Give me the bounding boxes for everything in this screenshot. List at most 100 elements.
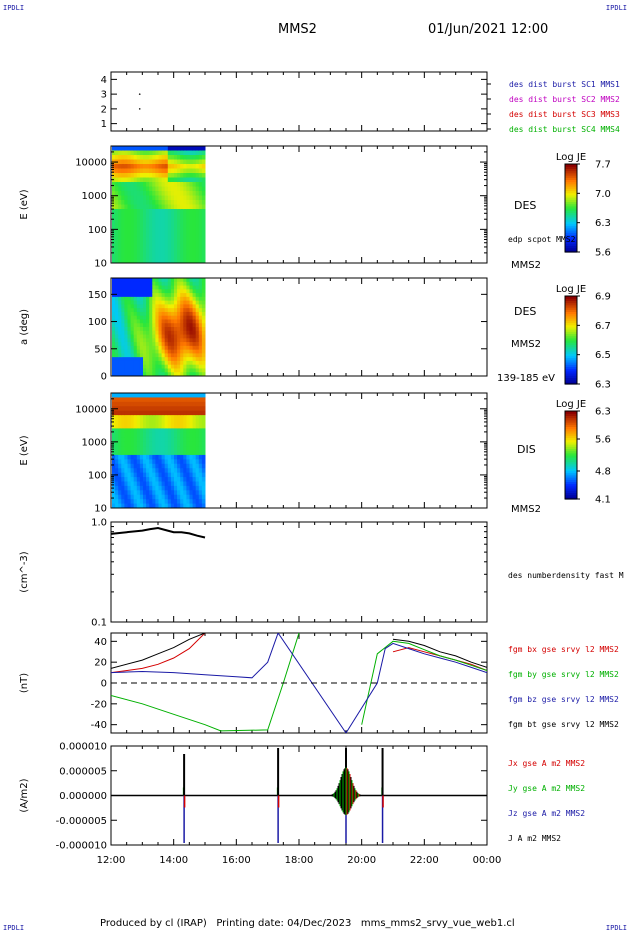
heatmap-cell xyxy=(146,330,150,336)
heatmap-cell xyxy=(167,249,172,255)
heatmap-cell xyxy=(149,494,153,500)
heatmap-cell xyxy=(183,372,187,377)
heatmap-cell xyxy=(155,245,159,250)
heatmap-cell xyxy=(186,468,190,474)
heatmap-cell xyxy=(161,446,166,451)
heatmap-cell xyxy=(146,177,150,183)
heatmap-cell xyxy=(195,222,200,228)
heatmap-cell xyxy=(177,490,181,496)
heatmap-cell xyxy=(180,360,184,366)
heatmap-cell xyxy=(180,330,184,336)
heatmap-cell xyxy=(130,245,135,250)
heatmap-cell xyxy=(177,393,181,398)
heatmap-cell xyxy=(198,236,203,241)
heatmap-cell xyxy=(124,209,128,214)
heatmap-cell xyxy=(192,360,197,366)
heatmap-cell xyxy=(118,481,122,487)
heatmap-cell xyxy=(149,213,153,219)
panel-label-des: DES xyxy=(514,305,536,318)
heatmap-cell xyxy=(124,490,128,496)
heatmap-cell xyxy=(139,423,144,429)
heatmap-cell xyxy=(146,357,150,362)
heatmap-cell xyxy=(167,454,172,460)
heatmap-cell xyxy=(118,281,122,287)
heatmap-cell xyxy=(201,150,206,156)
heatmap-cell xyxy=(189,342,194,347)
heatmap-cell xyxy=(170,213,175,219)
heatmap-cell xyxy=(189,245,194,250)
heatmap-cell xyxy=(146,481,150,487)
colorbar-segment xyxy=(565,225,577,229)
heatmap-cell xyxy=(164,393,169,398)
heatmap-cell xyxy=(127,289,132,294)
heatmap-cell xyxy=(118,360,122,366)
heatmap-cell xyxy=(189,423,194,429)
heatmap-cell xyxy=(133,281,138,287)
heatmap-cell xyxy=(118,278,122,283)
heatmap-cell xyxy=(136,258,141,264)
heatmap-cell xyxy=(149,330,153,336)
heatmap-cell xyxy=(152,432,156,438)
heatmap-cell xyxy=(118,401,122,407)
heatmap-cell xyxy=(164,342,169,347)
heatmap-cell xyxy=(186,186,190,192)
heatmap-cell xyxy=(195,334,200,339)
colorbar-segment xyxy=(565,466,577,469)
heatmap-cell xyxy=(130,330,135,336)
heatmap-cell xyxy=(198,186,203,192)
heatmap-cell xyxy=(177,330,181,336)
heatmap-cell xyxy=(170,258,175,264)
heatmap-cell xyxy=(155,296,159,302)
y-tick-label: 40 xyxy=(94,637,107,648)
heatmap-cell xyxy=(155,446,159,451)
heatmap-cell xyxy=(195,338,200,343)
heatmap-cell xyxy=(189,490,194,496)
heatmap-cell xyxy=(189,503,194,509)
heatmap-cell xyxy=(136,254,141,259)
heatmap-cell xyxy=(155,477,159,482)
heatmap-cell xyxy=(127,349,132,354)
heatmap-cell xyxy=(195,415,200,421)
heatmap-cell xyxy=(198,393,203,398)
heatmap-cell xyxy=(192,195,197,201)
heatmap-cell xyxy=(186,150,190,156)
heatmap-cell xyxy=(152,485,156,491)
heatmap-cell xyxy=(189,360,194,366)
heatmap-cell xyxy=(186,432,190,438)
heatmap-cell xyxy=(195,393,200,398)
heatmap-cell xyxy=(149,146,153,151)
heatmap-cell xyxy=(112,204,116,210)
heatmap-cell xyxy=(133,308,138,313)
heatmap-cell xyxy=(130,503,135,509)
heatmap-cell xyxy=(127,150,132,156)
heatmap-cell xyxy=(177,293,181,298)
current-legend-entry: Jz gse A m2 MMS2 xyxy=(508,809,585,818)
heatmap-cell xyxy=(155,213,159,219)
heatmap-cell xyxy=(133,327,138,332)
heatmap-cell xyxy=(127,393,132,398)
heatmap-cell xyxy=(133,397,138,403)
heatmap-cell xyxy=(174,222,178,228)
heatmap-cell xyxy=(143,195,147,201)
heatmap-cell xyxy=(195,146,200,151)
colorbar-segment xyxy=(565,219,577,222)
heatmap-cell xyxy=(133,499,138,505)
heatmap-cell xyxy=(112,437,116,443)
heatmap-cell xyxy=(183,200,187,205)
heatmap-cell xyxy=(143,222,147,228)
x-tick-label: 18:00 xyxy=(285,855,314,866)
colorbar-segment xyxy=(565,304,577,308)
heatmap-cell xyxy=(115,218,119,223)
heatmap-cell xyxy=(186,258,190,264)
heatmap-cell xyxy=(139,168,144,174)
heatmap-cell xyxy=(112,368,116,373)
colorbar-segment xyxy=(565,315,577,319)
heatmap-cell xyxy=(143,450,147,456)
heatmap-cell xyxy=(167,415,172,421)
heatmap-cell xyxy=(183,236,187,241)
heatmap-cell xyxy=(198,177,203,183)
heatmap-cell xyxy=(195,441,200,447)
heatmap-cell xyxy=(167,410,172,416)
heatmap-cell xyxy=(167,494,172,500)
heatmap-cell xyxy=(112,285,116,290)
